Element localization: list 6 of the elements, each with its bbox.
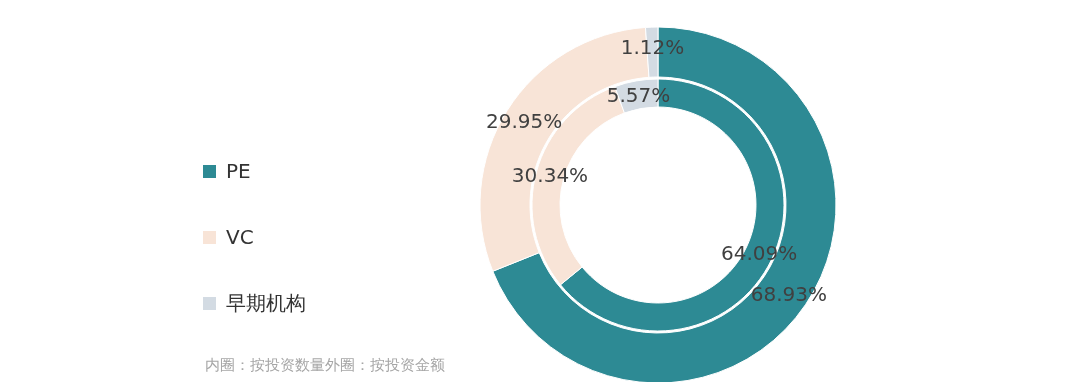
- data-label: 29.95%: [485, 109, 563, 134]
- legend-label: VC: [226, 225, 254, 249]
- legend-label: 早期机构: [226, 289, 306, 317]
- data-label: 30.34%: [511, 163, 589, 188]
- text: 内圈：按投资数量外圈：按投资金额: [205, 356, 445, 375]
- legend-label: PE: [226, 159, 251, 183]
